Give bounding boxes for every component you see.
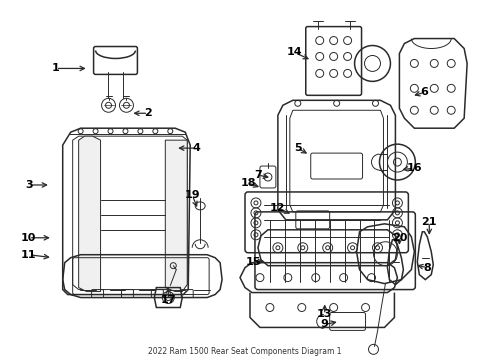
Text: 17: 17 <box>161 294 176 305</box>
Text: 15: 15 <box>245 257 261 267</box>
Polygon shape <box>78 136 100 292</box>
Text: 12: 12 <box>270 203 286 213</box>
Polygon shape <box>165 140 187 292</box>
Text: 13: 13 <box>317 310 332 319</box>
Text: 3: 3 <box>25 180 33 190</box>
Text: 18: 18 <box>240 178 256 188</box>
Text: 20: 20 <box>392 233 407 243</box>
Text: 14: 14 <box>287 48 303 58</box>
Text: 19: 19 <box>184 190 200 200</box>
Text: 1: 1 <box>52 63 60 73</box>
Text: 4: 4 <box>192 143 200 153</box>
Text: 16: 16 <box>407 163 422 173</box>
Text: 7: 7 <box>254 170 262 180</box>
Text: 2022 Ram 1500 Rear Seat Components Diagram 1: 2022 Ram 1500 Rear Seat Components Diagr… <box>148 347 342 356</box>
Text: 11: 11 <box>21 250 37 260</box>
Text: 5: 5 <box>294 143 302 153</box>
Text: 21: 21 <box>421 217 437 227</box>
Text: 2: 2 <box>145 108 152 118</box>
Text: 6: 6 <box>420 87 428 97</box>
Text: 8: 8 <box>423 263 431 273</box>
Text: 10: 10 <box>21 233 37 243</box>
Text: 9: 9 <box>321 319 329 329</box>
